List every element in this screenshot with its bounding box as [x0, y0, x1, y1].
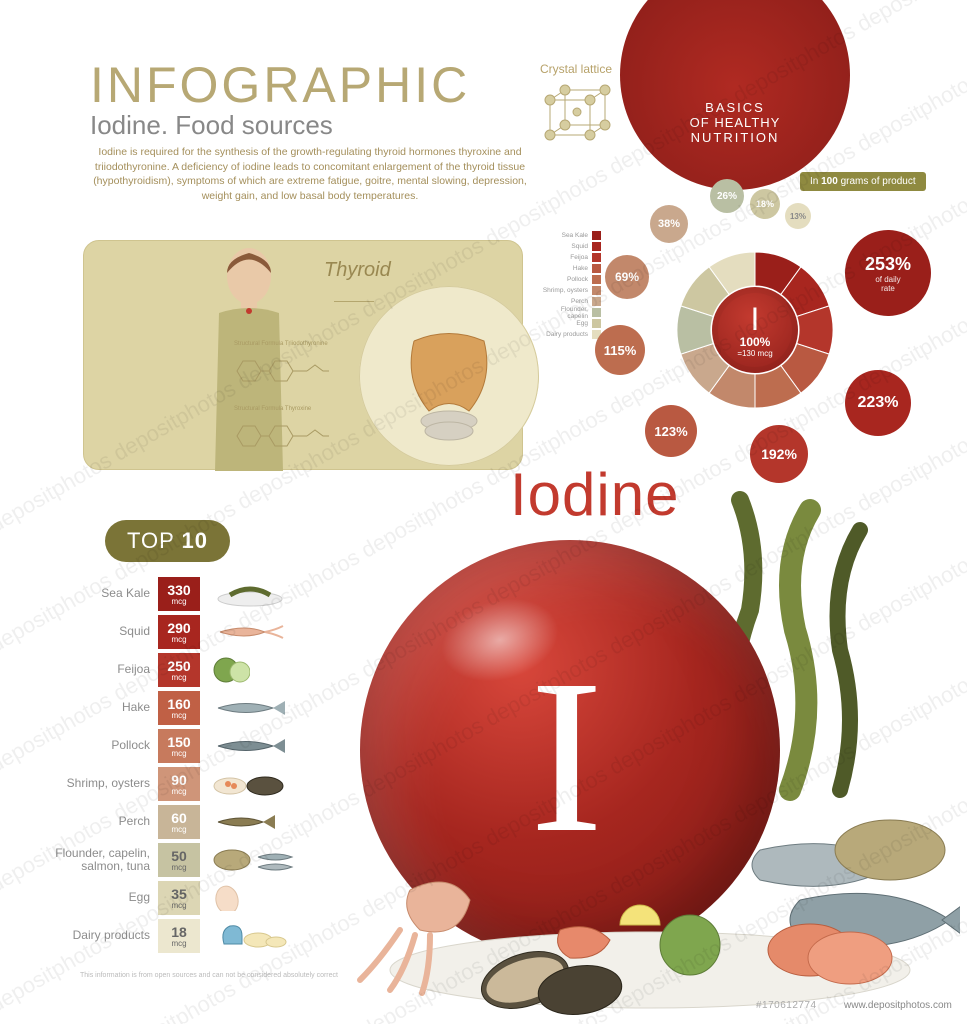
thyroid-organ-icon — [359, 286, 539, 466]
formula-1-label: Structural Formula Triiodothyronine — [234, 341, 328, 347]
pie-bubble: 38% — [650, 205, 688, 243]
in100-suffix: grams of product — [838, 176, 916, 187]
top10-row: Pollock 150mcg — [38, 727, 348, 765]
top10-food-icon — [210, 807, 300, 837]
stock-id: #170612774 — [756, 1000, 817, 1011]
pie-chart: I 100% =130 mcg 253%of dailyrate223%192%… — [640, 215, 870, 445]
pie-bubble: 253%of dailyrate — [845, 230, 931, 316]
top10-food-icon — [210, 579, 300, 609]
molecule-1-icon — [229, 351, 339, 391]
legend-row: Shrimp, oysters — [540, 285, 601, 296]
disclaimer: This information is from open sources an… — [80, 972, 338, 979]
thyroid-panel: Thyroid Structural Formula Triiodothyron… — [83, 240, 523, 470]
pie-center-mcg: =130 mcg — [737, 349, 772, 358]
pie-bubble: 123% — [645, 405, 697, 457]
legend-row: Sea Kale — [540, 230, 601, 241]
seafood-cluster-icon — [330, 780, 960, 1020]
top10-value-box: 50mcg — [158, 843, 200, 877]
top10-row: Sea Kale 330mcg — [38, 575, 348, 613]
basics-line1: BASICS — [705, 100, 765, 115]
header-subtitle: Iodine. Food sources — [90, 110, 333, 141]
top10-value-box: 160mcg — [158, 691, 200, 725]
pie-center-symbol: I — [751, 303, 760, 335]
top10-name: Sea Kale — [38, 587, 158, 600]
top10-value-box: 35mcg — [158, 881, 200, 915]
top10-name: Flounder, capelin, salmon, tuna — [38, 847, 158, 873]
top10-row: Squid 290mcg — [38, 613, 348, 651]
top10-row: Perch 60mcg — [38, 803, 348, 841]
in100-bold: 100 — [821, 176, 838, 187]
top10-food-icon — [210, 731, 300, 761]
pie-bubble: 69% — [605, 255, 649, 299]
stock-src: www.depositphotos.com — [844, 1000, 952, 1011]
basics-line2: OF HEALTHY — [690, 115, 781, 130]
legend-row: Feijoa — [540, 252, 601, 263]
top10-name: Perch — [38, 815, 158, 828]
pie-bubble: 223% — [845, 370, 911, 436]
basics-line3: NUTRITION — [691, 130, 780, 145]
crystal-lattice-icon — [535, 80, 625, 160]
header-body: Iodine is required for the synthesis of … — [90, 145, 530, 204]
pie-bubble: 26% — [710, 179, 744, 213]
crystal-lattice-label: Crystal lattice — [540, 62, 612, 76]
basics-badge: BASICS OF HEALTHY NUTRITION — [620, 0, 850, 190]
top10-name: Squid — [38, 625, 158, 638]
top10-food-icon — [210, 655, 300, 685]
in-100g-label: In 100 grams of product — [800, 172, 926, 191]
top10-row: Hake 160mcg — [38, 689, 348, 727]
top10-food-icon — [210, 769, 300, 799]
pie-bubble: 13% — [785, 203, 811, 229]
top10-food-icon — [210, 883, 300, 913]
top10-food-icon — [210, 921, 300, 951]
top10-value-box: 60mcg — [158, 805, 200, 839]
top10-food-icon — [210, 693, 300, 723]
legend-row: Pollock — [540, 274, 601, 285]
top10-value-box: 290mcg — [158, 615, 200, 649]
top10-num: 10 — [182, 528, 208, 553]
thyroid-label: Thyroid — [324, 259, 391, 282]
top10-list: Sea Kale 330mcg Squid 290mcg Feijoa 250m… — [38, 575, 348, 955]
pie-bubble: 18% — [750, 189, 780, 219]
top10-badge: TOP 10 — [105, 520, 230, 562]
in100-prefix: In — [810, 176, 821, 187]
top10-food-icon — [210, 617, 300, 647]
pie-center-percent: 100% — [740, 335, 771, 349]
legend-row: Hake — [540, 263, 601, 274]
pie-bubble: 192% — [750, 425, 808, 483]
top10-row: Feijoa 250mcg — [38, 651, 348, 689]
top10-value-box: 150mcg — [158, 729, 200, 763]
pie-center: I 100% =130 mcg — [712, 287, 798, 373]
top10-row: Egg 35mcg — [38, 879, 348, 917]
top10-value-box: 250mcg — [158, 653, 200, 687]
top10-value-box: 18mcg — [158, 919, 200, 953]
top10-row: Flounder, capelin, salmon, tuna 50mcg — [38, 841, 348, 879]
pie-legend: Sea KaleSquidFeijoaHakePollockShrimp, oy… — [540, 230, 601, 340]
top10-food-icon — [210, 845, 300, 875]
infographic-root: INFOGRAPHIC Iodine. Food sources Iodine … — [0, 0, 967, 1024]
molecule-2-icon — [229, 416, 339, 456]
iodine-title: Iodine — [510, 460, 679, 529]
legend-row: Flounder, capelin — [540, 307, 601, 318]
top10-name: Egg — [38, 891, 158, 904]
top10-name: Dairy products — [38, 929, 158, 942]
legend-row: Egg — [540, 318, 601, 329]
top10-row: Shrimp, oysters 90mcg — [38, 765, 348, 803]
top10-value-box: 330mcg — [158, 577, 200, 611]
pie-bubble: 115% — [595, 325, 645, 375]
top10-pre: TOP — [127, 528, 182, 553]
formula-2-label: Structural Formula Thyroxine — [234, 406, 311, 412]
top10-value-box: 90mcg — [158, 767, 200, 801]
thyroid-callout — [359, 286, 539, 466]
header-title: INFOGRAPHIC — [90, 56, 470, 114]
top10-name: Feijoa — [38, 663, 158, 676]
top10-name: Shrimp, oysters — [38, 777, 158, 790]
legend-row: Squid — [540, 241, 601, 252]
legend-row: Dairy products — [540, 329, 601, 340]
top10-row: Dairy products 18mcg — [38, 917, 348, 955]
top10-name: Pollock — [38, 739, 158, 752]
top10-name: Hake — [38, 701, 158, 714]
